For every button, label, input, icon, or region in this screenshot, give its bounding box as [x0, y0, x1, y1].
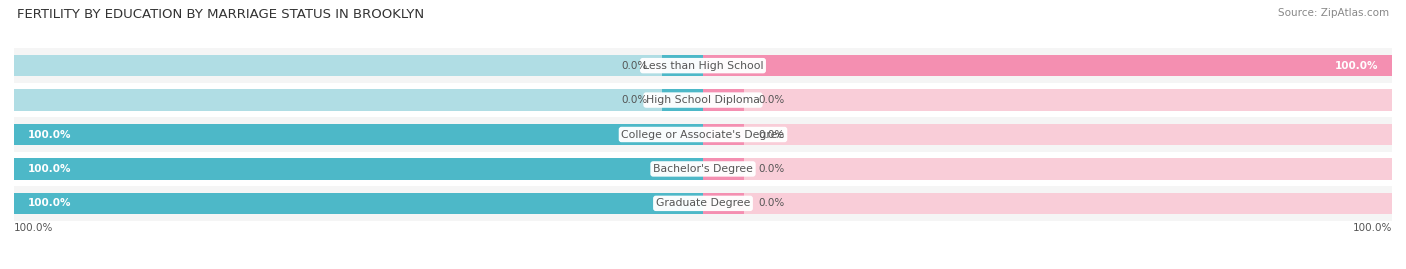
- Bar: [14, 152, 1392, 186]
- Text: FERTILITY BY EDUCATION BY MARRIAGE STATUS IN BROOKLYN: FERTILITY BY EDUCATION BY MARRIAGE STATU…: [17, 8, 425, 21]
- Text: 100.0%: 100.0%: [28, 129, 72, 140]
- Bar: [14, 193, 703, 214]
- Text: 0.0%: 0.0%: [758, 164, 785, 174]
- Text: 100.0%: 100.0%: [1334, 61, 1378, 71]
- Bar: [14, 158, 703, 180]
- Bar: [703, 89, 1392, 111]
- Bar: [662, 55, 703, 76]
- Bar: [14, 186, 1392, 221]
- Bar: [703, 124, 744, 145]
- Text: Bachelor's Degree: Bachelor's Degree: [652, 164, 754, 174]
- Text: 0.0%: 0.0%: [621, 95, 648, 105]
- Bar: [703, 158, 1392, 180]
- Bar: [14, 193, 703, 214]
- Text: Source: ZipAtlas.com: Source: ZipAtlas.com: [1278, 8, 1389, 18]
- Text: 100.0%: 100.0%: [28, 198, 72, 208]
- Bar: [703, 193, 744, 214]
- Text: 100.0%: 100.0%: [14, 223, 53, 233]
- Bar: [703, 55, 1392, 76]
- Text: 100.0%: 100.0%: [28, 164, 72, 174]
- Bar: [703, 55, 1392, 76]
- Bar: [14, 124, 703, 145]
- Text: High School Diploma: High School Diploma: [647, 95, 759, 105]
- Text: 0.0%: 0.0%: [758, 95, 785, 105]
- Text: College or Associate's Degree: College or Associate's Degree: [621, 129, 785, 140]
- Text: 0.0%: 0.0%: [621, 61, 648, 71]
- Bar: [703, 193, 1392, 214]
- Bar: [14, 83, 1392, 117]
- Bar: [703, 124, 1392, 145]
- Text: Less than High School: Less than High School: [643, 61, 763, 71]
- Bar: [14, 158, 703, 180]
- Text: 100.0%: 100.0%: [1353, 223, 1392, 233]
- Bar: [14, 117, 1392, 152]
- Bar: [662, 89, 703, 111]
- Bar: [703, 158, 744, 180]
- Text: 0.0%: 0.0%: [758, 198, 785, 208]
- Text: Graduate Degree: Graduate Degree: [655, 198, 751, 208]
- Bar: [14, 89, 703, 111]
- Bar: [14, 124, 703, 145]
- Text: 0.0%: 0.0%: [758, 129, 785, 140]
- Bar: [703, 89, 744, 111]
- Bar: [14, 55, 703, 76]
- Bar: [14, 48, 1392, 83]
